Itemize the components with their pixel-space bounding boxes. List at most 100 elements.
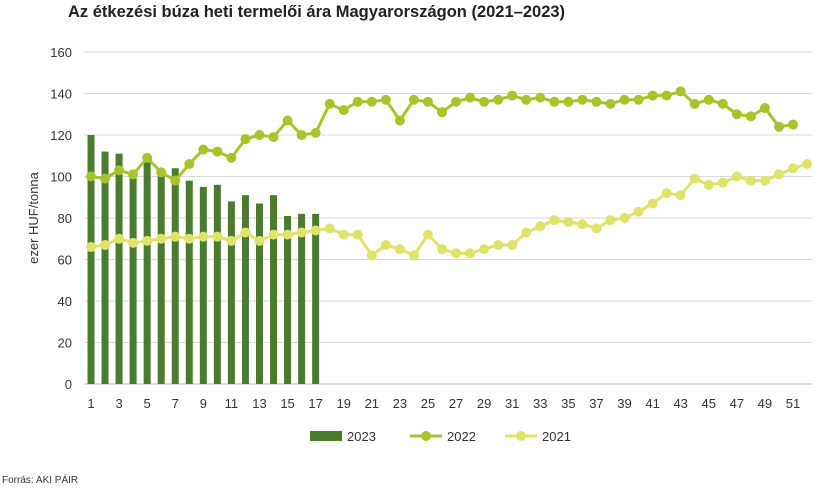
- point-2021: [380, 239, 391, 250]
- point-2021: [268, 229, 279, 240]
- point-2021: [352, 229, 363, 240]
- point-2022: [310, 127, 321, 138]
- point-2022: [479, 96, 490, 107]
- x-tick-label: 29: [477, 396, 491, 411]
- source-note: Forrás: AKI PÁIR: [2, 475, 79, 486]
- point-2021: [479, 244, 490, 255]
- point-2021: [226, 235, 237, 246]
- x-tick-label: 45: [702, 396, 716, 411]
- point-2021: [240, 227, 251, 238]
- bar-2023: [298, 213, 306, 384]
- point-2021: [128, 237, 139, 248]
- x-tick-label: 1: [87, 396, 94, 411]
- point-2021: [156, 233, 167, 244]
- x-tick-label: 19: [336, 396, 350, 411]
- point-2021: [521, 227, 532, 238]
- point-2021: [324, 223, 335, 234]
- point-2022: [675, 86, 686, 97]
- point-2021: [773, 169, 784, 180]
- legend-marker-2021: [516, 431, 526, 441]
- y-tick-label: 0: [65, 377, 72, 392]
- point-2022: [577, 94, 588, 105]
- point-2022: [114, 165, 125, 176]
- y-tick-label: 60: [58, 253, 72, 268]
- point-2021: [563, 217, 574, 228]
- point-2022: [759, 103, 770, 114]
- x-tick-label: 47: [730, 396, 744, 411]
- y-axis-label: ezer HUF/tonna: [26, 171, 41, 264]
- point-2021: [802, 159, 813, 170]
- bar-2023: [171, 168, 179, 384]
- point-2021: [549, 215, 560, 226]
- x-tick-label: 11: [225, 396, 239, 411]
- point-2021: [184, 233, 195, 244]
- point-2021: [493, 239, 504, 250]
- bar-2023: [255, 203, 263, 384]
- point-2022: [226, 152, 237, 163]
- legend-swatch-2023: [310, 431, 342, 441]
- point-2022: [338, 105, 349, 116]
- y-tick-label: 120: [50, 128, 72, 143]
- point-2022: [745, 111, 756, 122]
- legend-label-2022: 2022: [447, 429, 476, 444]
- y-tick-label: 100: [50, 170, 72, 185]
- point-2021: [198, 231, 209, 242]
- bar-2023: [213, 184, 221, 384]
- point-2022: [198, 144, 209, 155]
- point-2022: [282, 115, 293, 126]
- legend-marker-2022: [421, 431, 431, 441]
- legend-label-2021: 2021: [542, 429, 571, 444]
- point-2021: [731, 171, 742, 182]
- point-2022: [394, 115, 405, 126]
- y-tick-label: 80: [58, 211, 72, 226]
- point-2022: [366, 96, 377, 107]
- x-tick-label: 17: [308, 396, 322, 411]
- point-2022: [100, 173, 111, 184]
- point-2021: [647, 198, 658, 209]
- point-2022: [156, 167, 167, 178]
- point-2021: [114, 233, 125, 244]
- point-2022: [703, 94, 714, 105]
- x-tick-label: 5: [144, 396, 151, 411]
- x-tick-label: 49: [758, 396, 772, 411]
- bar-2023: [312, 213, 320, 384]
- point-2022: [451, 96, 462, 107]
- point-2022: [493, 94, 504, 105]
- point-2021: [745, 175, 756, 186]
- point-2021: [507, 239, 518, 250]
- x-tick-label: 39: [617, 396, 631, 411]
- bar-2023: [101, 151, 109, 384]
- x-tick-label: 7: [172, 396, 179, 411]
- bar-2023: [129, 170, 137, 384]
- point-2022: [254, 130, 265, 140]
- point-2021: [310, 225, 321, 236]
- point-2022: [661, 90, 672, 101]
- point-2021: [100, 239, 111, 250]
- point-2022: [465, 92, 476, 103]
- y-tick-label: 160: [50, 45, 72, 60]
- x-tick-label: 15: [280, 396, 294, 411]
- point-2021: [212, 231, 223, 242]
- point-2022: [352, 96, 363, 107]
- x-tick-label: 35: [561, 396, 575, 411]
- point-2022: [86, 171, 96, 182]
- point-2022: [240, 134, 251, 145]
- bar-2023: [199, 186, 207, 384]
- x-tick-label: 43: [673, 396, 687, 411]
- point-2022: [184, 159, 195, 170]
- point-2022: [128, 169, 139, 180]
- point-2022: [647, 90, 658, 101]
- point-2021: [633, 206, 644, 217]
- point-2022: [689, 98, 700, 109]
- point-2022: [170, 175, 181, 186]
- x-tick-label: 3: [115, 396, 122, 411]
- chart-title: Az étkezési búza heti termelői ára Magya…: [68, 3, 566, 21]
- point-2022: [507, 90, 518, 101]
- x-tick-label: 9: [200, 396, 207, 411]
- x-tick-label: 25: [421, 396, 435, 411]
- point-2021: [675, 190, 686, 201]
- point-2022: [717, 98, 728, 109]
- point-2021: [296, 227, 307, 238]
- point-2021: [437, 244, 447, 255]
